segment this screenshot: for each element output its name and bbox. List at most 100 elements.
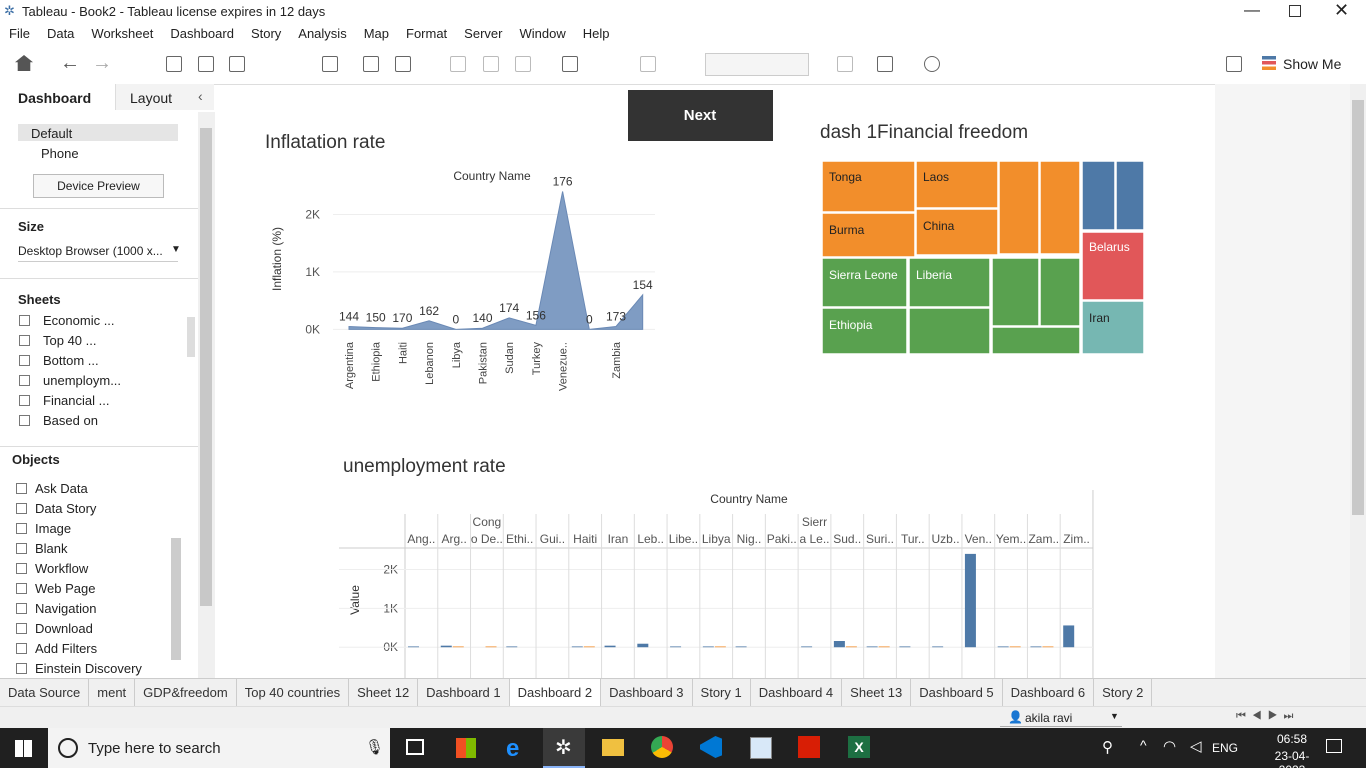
sort-asc[interactable] xyxy=(483,56,499,72)
collapse[interactable]: ‹ xyxy=(198,88,203,104)
fit-dropdown[interactable] xyxy=(705,53,809,76)
new-sheet[interactable] xyxy=(322,56,338,72)
sidebar-scroll-thumb[interactable] xyxy=(200,128,212,606)
treemap-cell[interactable] xyxy=(908,307,991,355)
tab-nav[interactable]: ⏮◀▶⏭ xyxy=(1236,710,1300,722)
sheet-item[interactable]: Financial ... xyxy=(43,393,110,408)
user-name[interactable]: akila ravi xyxy=(1025,711,1073,725)
save[interactable] xyxy=(166,56,182,72)
pause[interactable] xyxy=(229,56,245,72)
menu-item[interactable]: Format xyxy=(406,25,448,41)
treemap-cell[interactable] xyxy=(1081,300,1145,355)
user-menu[interactable] xyxy=(1000,709,1122,727)
treemap-cell[interactable] xyxy=(915,208,999,256)
clear[interactable] xyxy=(395,56,411,72)
sheet-item[interactable]: Bottom ... xyxy=(43,353,99,368)
chrome[interactable] xyxy=(651,736,673,758)
home-icon[interactable] xyxy=(15,55,33,71)
object-item[interactable]: Download xyxy=(35,621,93,636)
volume[interactable]: ◁ xyxy=(1190,738,1202,755)
next-label[interactable]: Next xyxy=(684,107,717,124)
sidebar-tab[interactable]: Layout xyxy=(130,90,173,106)
menu-item[interactable]: Data xyxy=(46,25,75,41)
task-view[interactable] xyxy=(406,739,424,755)
menu-item[interactable]: Story xyxy=(250,25,282,41)
menu-item[interactable]: File xyxy=(9,25,30,41)
restore[interactable] xyxy=(1289,5,1301,17)
minimize[interactable]: — xyxy=(1244,2,1260,19)
object-item[interactable]: Blank xyxy=(35,541,68,556)
swap[interactable] xyxy=(450,56,466,72)
sheet-tab[interactable]: ment xyxy=(89,679,136,707)
treemap-cell[interactable] xyxy=(991,257,1040,327)
new-data-source[interactable] xyxy=(198,56,214,72)
sheet-item[interactable]: Based on xyxy=(43,413,98,427)
sheet-tab[interactable]: Dashboard 6 xyxy=(1003,679,1095,707)
labels[interactable] xyxy=(640,56,656,72)
sheet-tab[interactable]: Sheet 12 xyxy=(349,679,419,707)
treemap-cell[interactable] xyxy=(998,160,1040,255)
start-button[interactable] xyxy=(15,740,32,757)
treemap-cell[interactable] xyxy=(1039,257,1081,327)
acrobat[interactable] xyxy=(798,736,820,758)
treemap-cell[interactable] xyxy=(821,160,916,213)
object-item[interactable]: Data Story xyxy=(35,501,97,516)
treemap-cell[interactable] xyxy=(821,307,908,355)
vscode[interactable] xyxy=(700,736,722,758)
highlight[interactable] xyxy=(562,56,578,72)
canvas-scroll-thumb[interactable] xyxy=(1352,100,1364,515)
sort-desc[interactable] xyxy=(515,56,531,72)
object-item[interactable]: Workflow xyxy=(35,561,89,576)
sheet-tab[interactable]: Dashboard 1 xyxy=(418,679,510,707)
sheet-tab[interactable]: Sheet 13 xyxy=(842,679,912,707)
share[interactable] xyxy=(924,56,940,72)
treemap-cell[interactable] xyxy=(1115,160,1145,231)
object-item[interactable]: Image xyxy=(35,521,72,536)
sidebar-tab[interactable]: Dashboard xyxy=(18,90,92,106)
people[interactable]: ⚲ xyxy=(1102,739,1113,756)
store[interactable] xyxy=(456,738,476,758)
menu-item[interactable]: Dashboard xyxy=(170,25,234,41)
sheet-tab[interactable]: Dashboard 2 xyxy=(509,679,602,707)
treemap-cell[interactable] xyxy=(1039,160,1081,255)
object-item[interactable]: Add Filters xyxy=(35,641,98,656)
size-dropdown[interactable]: Desktop Browser (1000 x... xyxy=(18,244,178,262)
undo[interactable]: ← xyxy=(60,52,80,74)
treemap-cell[interactable] xyxy=(821,212,916,258)
sheet-item[interactable]: Top 40 ... xyxy=(43,333,97,348)
next-button[interactable] xyxy=(628,90,773,141)
treemap-cell[interactable] xyxy=(1081,160,1116,231)
tray-up[interactable]: ^ xyxy=(1140,737,1147,753)
sheet-tab[interactable]: Dashboard 5 xyxy=(911,679,1003,707)
format-painter[interactable] xyxy=(1226,56,1242,72)
user-arrow[interactable]: ▼ xyxy=(1110,711,1119,721)
sheet-tab[interactable]: Story 1 xyxy=(693,679,751,707)
presentation[interactable] xyxy=(877,56,893,72)
menu-item[interactable]: Map xyxy=(363,25,389,41)
sheet-tab[interactable]: GDP&freedom xyxy=(135,679,237,707)
sheet-item[interactable]: Economic ... xyxy=(43,313,115,328)
language[interactable]: ENG xyxy=(1212,741,1239,755)
treemap-cell[interactable] xyxy=(1081,231,1145,301)
menu-item[interactable]: Window xyxy=(519,25,566,41)
show-me[interactable]: Show Me xyxy=(1283,56,1342,72)
treemap-cell[interactable] xyxy=(915,160,999,209)
redo[interactable]: → xyxy=(92,52,112,74)
object-item[interactable]: Einstein Discovery xyxy=(35,661,142,676)
sheet-tab[interactable]: Top 40 countries xyxy=(237,679,350,707)
search-placeholder[interactable]: Type here to search xyxy=(88,740,221,757)
show-me-icon[interactable] xyxy=(1262,56,1276,70)
close[interactable]: ✕ xyxy=(1334,0,1350,20)
menu-item[interactable]: Analysis xyxy=(298,25,347,41)
show-cards[interactable] xyxy=(837,56,853,72)
object-item[interactable]: Ask Data xyxy=(35,481,88,496)
menu-item[interactable]: Help xyxy=(582,25,610,41)
menu-item[interactable]: Server xyxy=(464,25,503,41)
sheet-tab[interactable]: Story 2 xyxy=(1094,679,1153,707)
sheet-tab[interactable]: Data Source xyxy=(0,679,90,707)
device[interactable]: Default xyxy=(31,126,73,141)
object-item[interactable]: Navigation xyxy=(35,601,97,616)
treemap-cell[interactable] xyxy=(991,326,1081,355)
treemap-cell[interactable] xyxy=(821,257,908,308)
mic[interactable]: 🎙 xyxy=(365,739,385,756)
